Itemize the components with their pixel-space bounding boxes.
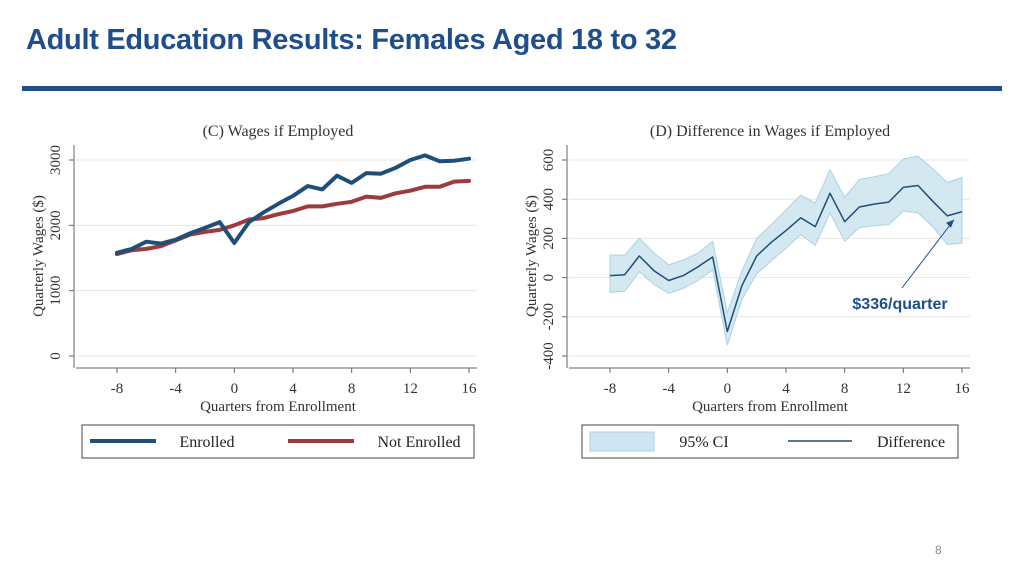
title-divider [22,86,1002,91]
difference-series-line [609,184,963,333]
x-tick-label: -4 [169,381,182,397]
panel-c-plot-area [72,145,480,370]
legend-ci-swatch [589,431,655,452]
legend-enrolled-label: Enrolled [179,434,234,451]
y-tick-label: 1000 [48,276,64,306]
x-tick-label: -4 [662,381,675,397]
x-tick-label: 16 [462,381,478,397]
panel-d-annotation: $336/quarter [852,219,955,313]
panel-c-title: (C) Wages if Employed [203,123,354,140]
y-tick-label: 600 [541,149,557,172]
panel-d-title: (D) Difference in Wages if Employed [650,123,890,140]
x-tick-label: 4 [289,381,297,397]
x-tick-label: 0 [231,381,239,397]
panel-d-x-label: Quarters from Enrollment [692,399,849,415]
y-tick-label: 3000 [48,145,64,175]
panel-d-y-axis: -400 -200 0 200 400 600 [541,145,568,370]
panel-c-y-axis: 0 1000 2000 3000 [48,145,75,368]
x-tick-label: 4 [782,381,790,397]
legend-difference-label: Difference [877,434,945,451]
x-tick-label: 12 [896,381,911,397]
panel-d: (D) Difference in Wages if Employed -400… [524,123,975,415]
annotation-arrow-head [946,219,954,228]
y-tick-label: 200 [541,227,557,250]
y-tick-label: -200 [541,303,557,331]
panel-d-y-label: Quarterly Wages ($) [524,195,540,317]
x-tick-label: 12 [403,381,418,397]
y-tick-label: 400 [541,188,557,211]
page-number: 8 [935,543,942,557]
legend-ci-label: 95% CI [679,434,728,451]
y-tick-label: -400 [541,342,557,370]
panel-c-x-axis: -8 -4 0 4 8 12 16 [76,367,478,397]
slide-title: Adult Education Results: Females Aged 18… [26,24,677,56]
enrolled-series-line [115,153,471,255]
x-tick-label: 16 [955,381,971,397]
legend-d: 95% CI Difference [581,424,959,459]
panel-c-x-label: Quarters from Enrollment [200,399,357,415]
y-tick-label: 2000 [48,210,64,240]
annotation-label: $336/quarter [852,296,947,313]
x-tick-label: -8 [604,381,617,397]
panel-d-lines [609,184,963,333]
x-tick-label: 8 [841,381,849,397]
y-tick-label: 0 [541,274,557,282]
y-tick-label: 0 [48,352,64,360]
x-tick-label: 8 [348,381,356,397]
x-tick-label: 0 [724,381,732,397]
panel-c-lines [115,153,471,257]
annotation-arrow-line [901,219,955,289]
legend-not-enrolled-label: Not Enrolled [377,434,460,451]
panel-d-x-axis: -8 -4 0 4 8 12 16 [569,367,971,397]
legend-c: Enrolled Not Enrolled [81,424,475,459]
panel-c-y-label: Quarterly Wages ($) [31,195,47,317]
panel-c: (C) Wages if Employed 0 1000 2000 3000 -8 -4… [31,123,480,415]
x-tick-label: -8 [111,381,124,397]
